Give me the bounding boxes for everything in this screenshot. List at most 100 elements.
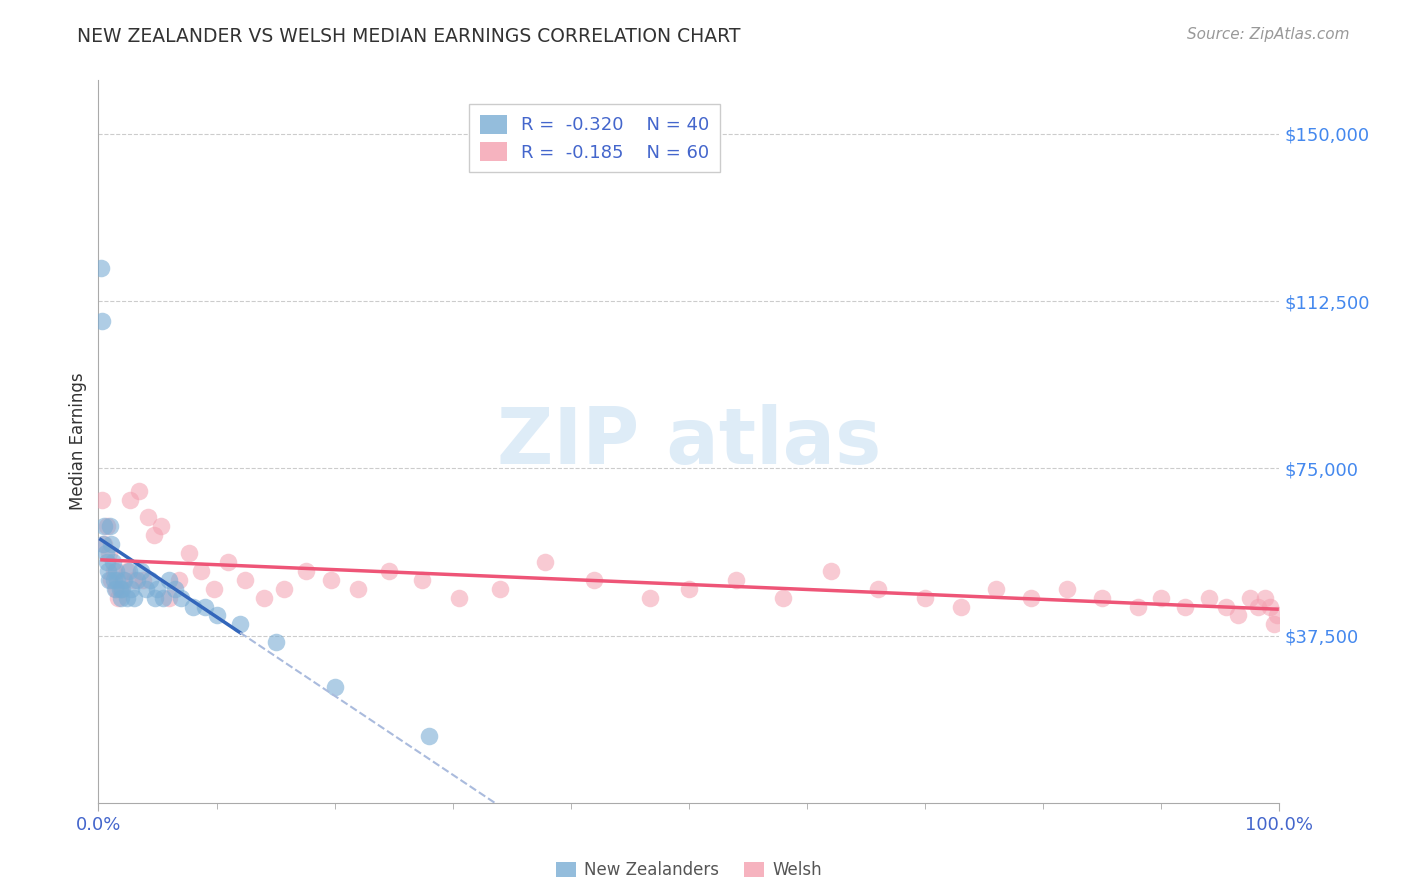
Point [157,591,180,605]
Point [90,260,112,275]
Point [121,582,143,596]
Legend: New Zealanders, Welsh: New Zealanders, Welsh [550,855,828,886]
Point [772,591,794,605]
Point [1056,582,1078,596]
Point [233,573,256,587]
Point [112,573,135,587]
Point [323,680,346,694]
Point [190,564,212,578]
Point [534,555,557,569]
Point [136,510,159,524]
Point [217,555,239,569]
Point [152,591,174,605]
Point [447,591,470,605]
Point [122,591,145,605]
Point [1239,591,1261,605]
Point [264,635,287,649]
Point [94,546,117,560]
Point [295,564,318,578]
Point [1215,599,1237,614]
Point [97,564,120,578]
Point [1091,591,1114,605]
Point [115,564,138,578]
Point [1126,599,1149,614]
Point [120,492,142,507]
Point [1265,608,1288,623]
Point [167,573,190,587]
Point [678,582,700,596]
Point [91,537,114,551]
Point [129,564,152,578]
Point [96,555,118,569]
Point [139,573,162,587]
Point [93,519,115,533]
Point [202,582,225,596]
Point [100,573,122,587]
Point [378,564,401,578]
Point [110,582,132,596]
Point [170,591,193,605]
Point [411,573,433,587]
Point [122,573,145,587]
Point [105,573,128,587]
Point [96,519,118,533]
Point [111,582,134,596]
Point [914,591,936,605]
Point [1150,591,1173,605]
Point [347,582,370,596]
Point [118,564,141,578]
Point [103,564,125,578]
Point [1174,599,1197,614]
Point [105,582,128,596]
Point [91,492,114,507]
Point [1198,591,1220,605]
Point [115,591,138,605]
Point [1247,599,1270,614]
Point [101,555,124,569]
Point [273,582,295,596]
Point [1021,591,1043,605]
Point [1227,608,1250,623]
Point [1263,617,1285,632]
Point [128,483,150,498]
Point [253,591,276,605]
Point [112,573,135,587]
Text: Source: ZipAtlas.com: Source: ZipAtlas.com [1187,27,1350,42]
Point [418,729,440,743]
Point [103,573,125,587]
Point [91,314,114,328]
Point [110,591,132,605]
Point [205,608,228,623]
Point [820,564,842,578]
Y-axis label: Median Earnings: Median Earnings [69,373,87,510]
Point [150,519,173,533]
Text: NEW ZEALANDER VS WELSH MEDIAN EARNINGS CORRELATION CHART: NEW ZEALANDER VS WELSH MEDIAN EARNINGS C… [77,27,741,45]
Point [949,599,972,614]
Point [157,573,180,587]
Point [105,564,128,578]
Point [165,582,187,596]
Point [98,546,121,560]
Point [866,582,889,596]
Point [93,537,115,551]
Point [725,573,748,587]
Point [100,537,122,551]
Point [583,573,606,587]
Point [1258,599,1281,614]
Text: ZIP atlas: ZIP atlas [496,403,882,480]
Point [108,582,131,596]
Point [98,573,121,587]
Point [146,582,169,596]
Point [98,519,121,533]
Point [194,599,217,614]
Point [638,591,661,605]
Point [319,573,342,587]
Point [135,582,157,596]
Point [104,582,127,596]
Point [143,591,166,605]
Point [984,582,1007,596]
Point [107,591,129,605]
Point [179,546,201,560]
Point [132,573,155,587]
Point [489,582,512,596]
